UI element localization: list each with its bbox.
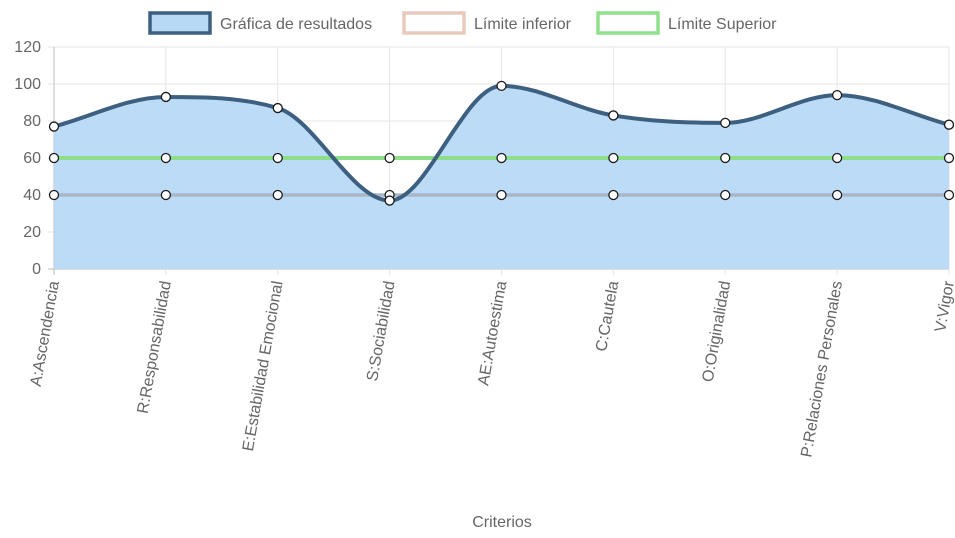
point-resultados[interactable]: [496, 80, 507, 91]
point-limite-inferior[interactable]: [48, 189, 60, 201]
y-axis-ticks: 0 20 40 60 80 100 120: [14, 39, 41, 278]
legend-label: Límite Superior: [668, 16, 777, 33]
legend-label: Gráfica de resultados: [220, 16, 372, 33]
y-tick-label: 60: [23, 150, 41, 167]
point-resultados[interactable]: [384, 195, 395, 206]
point-resultados[interactable]: [720, 117, 731, 128]
point-resultados[interactable]: [943, 119, 955, 130]
point-limite-inferior[interactable]: [720, 189, 731, 201]
legend-label: Límite inferior: [474, 16, 572, 33]
y-tick-label: 100: [14, 76, 41, 93]
point-limite-superior[interactable]: [831, 152, 843, 164]
legend-item-resultados[interactable]: Gráfica de resultados: [148, 11, 372, 35]
y-tick-label: 80: [23, 113, 41, 130]
point-resultados[interactable]: [831, 89, 843, 101]
data-points[interactable]: [48, 80, 955, 206]
point-resultados[interactable]: [608, 110, 619, 121]
x-axis-ticks: A:Ascendencia R:Responsabilidad E:Estabili…: [28, 279, 955, 459]
legend-swatch: [148, 11, 212, 35]
point-limite-superior[interactable]: [48, 152, 60, 164]
x-tick-label: P:Relaciones Personales: [798, 280, 846, 459]
point-limite-superior[interactable]: [720, 152, 731, 164]
y-tick-label: 0: [32, 261, 41, 278]
series-fills: [54, 85, 949, 269]
legend-item-limite-superior[interactable]: Límite Superior: [596, 11, 777, 35]
y-tick-label: 20: [23, 224, 41, 241]
point-limite-superior[interactable]: [272, 152, 283, 164]
x-tick-label: C:Cautela: [593, 280, 622, 353]
x-tick-label: V:Vigor: [932, 279, 955, 333]
point-limite-inferior[interactable]: [272, 189, 283, 201]
legend-item-limite-inferior[interactable]: Límite inferior: [402, 11, 572, 35]
legend-swatch: [596, 11, 660, 35]
legend-swatch: [402, 11, 466, 35]
point-resultados[interactable]: [272, 102, 283, 114]
x-tick-label: A:Ascendencia: [28, 280, 63, 388]
point-limite-superior[interactable]: [943, 152, 955, 164]
point-limite-inferior[interactable]: [831, 189, 843, 201]
y-tick-label: 40: [23, 187, 41, 204]
x-tick-label: O:Originalidad: [700, 280, 735, 384]
x-tick-label: R:Responsabilidad: [135, 280, 175, 415]
legend[interactable]: Gráfica de resultados Límite inferior Lími…: [148, 11, 777, 35]
point-limite-superior[interactable]: [496, 152, 507, 164]
x-axis-title: Criterios: [472, 514, 532, 531]
y-tick-label: 120: [14, 39, 41, 56]
point-limite-inferior[interactable]: [608, 189, 619, 201]
point-limite-inferior[interactable]: [496, 189, 507, 201]
point-resultados[interactable]: [160, 91, 172, 103]
point-limite-inferior[interactable]: [160, 189, 172, 201]
point-limite-inferior[interactable]: [943, 189, 955, 201]
point-limite-superior[interactable]: [160, 152, 172, 164]
x-tick-label: E:Estabilidad Emocional: [240, 280, 287, 453]
x-tick-label: AE:Autoestima: [475, 280, 510, 387]
point-resultados[interactable]: [48, 121, 60, 132]
series-line-resultados: [53, 83, 950, 203]
x-tick-label: S:Sociabilidad: [364, 280, 398, 383]
point-limite-superior[interactable]: [384, 152, 395, 164]
point-limite-superior[interactable]: [608, 152, 619, 164]
series-area-resultados: [54, 85, 949, 269]
